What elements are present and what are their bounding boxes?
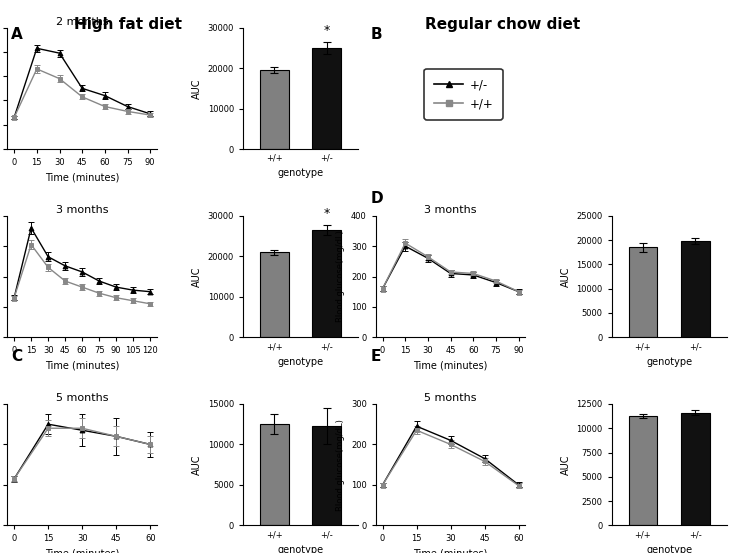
Text: *: * xyxy=(324,207,330,220)
Bar xyxy=(260,424,289,525)
Y-axis label: AUC: AUC xyxy=(192,266,202,287)
Bar xyxy=(260,70,289,149)
X-axis label: Time (minutes): Time (minutes) xyxy=(45,361,120,371)
X-axis label: genotype: genotype xyxy=(646,545,692,553)
X-axis label: Time (minutes): Time (minutes) xyxy=(45,173,120,182)
Text: A: A xyxy=(11,27,23,41)
Bar xyxy=(313,230,341,337)
X-axis label: genotype: genotype xyxy=(277,357,324,367)
Title: 2 months: 2 months xyxy=(56,17,109,27)
Text: *: * xyxy=(324,24,330,37)
Bar xyxy=(313,48,341,149)
Bar xyxy=(260,252,289,337)
Bar xyxy=(628,416,658,525)
Y-axis label: AUC: AUC xyxy=(561,455,571,475)
X-axis label: genotype: genotype xyxy=(646,357,692,367)
Legend: +/-, +/+: +/-, +/+ xyxy=(424,69,503,120)
Text: B: B xyxy=(371,27,382,41)
Y-axis label: AUC: AUC xyxy=(192,455,203,475)
Bar xyxy=(628,247,658,337)
Text: C: C xyxy=(11,349,22,364)
Y-axis label: Blood glucose(mg/dL): Blood glucose(mg/dL) xyxy=(336,231,345,322)
Y-axis label: AUC: AUC xyxy=(561,266,571,287)
Title: 3 months: 3 months xyxy=(424,205,477,215)
Text: Regular chow diet: Regular chow diet xyxy=(425,17,581,32)
Bar xyxy=(313,426,341,525)
X-axis label: Time (minutes): Time (minutes) xyxy=(413,361,488,371)
Bar xyxy=(681,413,710,525)
Bar xyxy=(681,241,710,337)
Y-axis label: Blood glucose(mg/dL): Blood glucose(mg/dL) xyxy=(336,419,345,510)
Text: High fat diet: High fat diet xyxy=(74,17,183,32)
Title: 5 months: 5 months xyxy=(424,393,477,403)
Text: E: E xyxy=(371,349,381,364)
X-axis label: genotype: genotype xyxy=(277,545,324,553)
Title: 5 months: 5 months xyxy=(56,393,109,403)
X-axis label: Time (minutes): Time (minutes) xyxy=(413,549,488,553)
X-axis label: genotype: genotype xyxy=(277,169,324,179)
Text: D: D xyxy=(371,191,383,206)
X-axis label: Time (minutes): Time (minutes) xyxy=(45,549,120,553)
Y-axis label: AUC: AUC xyxy=(192,78,202,98)
Title: 3 months: 3 months xyxy=(56,205,109,215)
